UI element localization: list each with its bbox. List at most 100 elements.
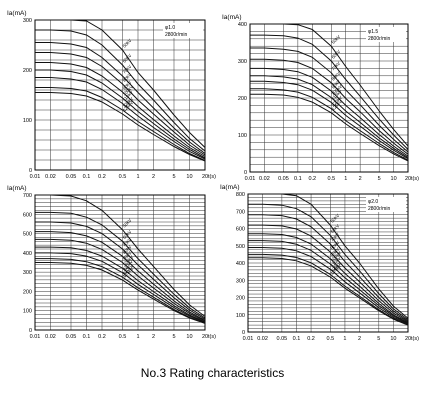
x-tick-label: 10 (186, 174, 192, 180)
y-tick-label: 400 (236, 261, 245, 267)
x-tick-label: 0.02 (45, 174, 56, 180)
y-tick-label: 100 (238, 133, 247, 139)
series-line-110kV (250, 80, 409, 160)
series-label-80kV: 80kV (330, 71, 341, 82)
x-tick-label: 5 (378, 176, 381, 182)
series-line-120kV (250, 88, 409, 161)
series-line-60kV (248, 203, 409, 321)
series-line-120kV (248, 253, 409, 326)
series-label-80kV: 80kV (122, 244, 133, 255)
series-line-110kV (35, 252, 206, 323)
x-tick-label: 0.05 (66, 174, 77, 180)
series-line-110kV (248, 247, 409, 325)
y-tick-label: 600 (23, 212, 32, 218)
series-line-50kV (35, 19, 206, 148)
y-tick-label: 300 (23, 270, 32, 276)
legend-box (366, 27, 406, 42)
chart-panel-4: 0 100 200 300 400 500 600 700 800 0.01 0.02 0.05 0.1… (220, 184, 419, 342)
series-label-90kV: 90kV (122, 80, 133, 91)
x-tick-label: 0.01 (30, 174, 41, 180)
x-tick-label: 10 (391, 176, 397, 182)
x-tick-label: 20 (405, 336, 411, 342)
x-tick-label: 1 (136, 174, 139, 180)
x-tick-label: 0.02 (259, 176, 270, 182)
x-tick-label: 0.2 (308, 176, 316, 182)
legend-focus-label: φ2.0 (368, 199, 378, 205)
x-tick-label: 2 (152, 174, 155, 180)
series-line-100kV (248, 240, 409, 324)
x-tick-label: 20 (202, 174, 208, 180)
series-line-100kV (35, 246, 206, 323)
series-line-90kV (248, 233, 409, 324)
series-label-70kV: 70kV (330, 61, 341, 72)
series-label-70kV: 70kV (122, 237, 133, 248)
series-line-80kV (35, 52, 206, 156)
legend-speed-label: 2800r/min (368, 36, 390, 42)
series-line-70kV (248, 214, 409, 322)
series-line-60kV (35, 211, 206, 319)
series-line-80kV (248, 224, 409, 323)
x-tick-label: 2 (358, 336, 361, 342)
chart-panel-2: 0 100 200 300 400 0.01 0.02 0.05 0.1 0.2 0.5 1 2 5 10 2… (222, 14, 419, 182)
y-axis-label: Ia(mA) (220, 184, 240, 191)
legend-speed-label: 2800r/min (368, 206, 390, 212)
x-tick-label: 0.1 (293, 336, 301, 342)
series-line-80kV (35, 231, 206, 321)
series-line-90kV (35, 238, 206, 322)
plot-frame (247, 193, 409, 333)
series-label-90kV: 90kV (330, 247, 341, 258)
series-line-110kV (35, 77, 206, 160)
series-line-60kV (250, 34, 409, 150)
series-label-50kV: 50kV (122, 38, 133, 49)
series-label-70kV: 70kV (330, 232, 341, 243)
legend-focus-label: φ1.0 (165, 25, 175, 31)
series-label-70kV: 70kV (122, 64, 133, 75)
x-axis-unit: t(s) (411, 176, 419, 182)
series-line-50kV (248, 193, 409, 319)
y-tick-label: 200 (238, 96, 247, 102)
series-line-120kV (35, 258, 206, 324)
x-tick-label: 20 (405, 176, 411, 182)
series-line-60kV (35, 29, 206, 152)
series-label-60kV: 60kV (330, 223, 341, 234)
chart-panel-1: 0 100 200 300 0.01 0.02 0.05 0.1 0.2 0.5 1 2 5 10 20 Ia… (7, 10, 216, 180)
x-tick-label: 10 (186, 334, 192, 340)
x-axis-unit: t(s) (208, 174, 216, 180)
x-tick-label: 0.01 (245, 176, 256, 182)
plot-frame (249, 23, 409, 173)
y-tick-label: 200 (23, 68, 32, 74)
x-tick-label: 0.2 (307, 336, 315, 342)
x-tick-label: 1 (344, 176, 347, 182)
y-axis-label: Ia(mA) (7, 185, 27, 192)
series-line-50kV (35, 194, 206, 317)
series-line-70kV (35, 221, 206, 320)
plot-frame (34, 19, 206, 171)
y-tick-label: 500 (23, 232, 32, 238)
y-tick-label: 400 (238, 22, 247, 28)
series-label-60kV: 60kV (122, 229, 133, 240)
legend-speed-label: 2800r/min (165, 32, 187, 38)
y-tick-label: 800 (236, 192, 245, 198)
x-tick-label: 0.5 (327, 336, 335, 342)
x-tick-label: 0.5 (119, 334, 127, 340)
x-tick-label: 1 (343, 336, 346, 342)
x-tick-label: 0.02 (257, 336, 268, 342)
x-tick-label: 0.2 (98, 174, 106, 180)
x-tick-label: 5 (172, 334, 175, 340)
series-line-50kV (250, 23, 409, 147)
y-tick-label: 0 (242, 330, 245, 336)
series-line-90kV (250, 67, 409, 157)
x-tick-label: 5 (172, 174, 175, 180)
x-tick-label: 0.05 (277, 336, 288, 342)
x-tick-label: 0.05 (278, 176, 289, 182)
y-tick-label: 600 (236, 227, 245, 233)
y-tick-label: 0 (29, 328, 32, 334)
x-tick-label: 0.02 (45, 334, 56, 340)
y-tick-label: 700 (23, 193, 32, 199)
y-tick-label: 300 (23, 18, 32, 24)
y-axis-label: Ia(mA) (7, 10, 27, 17)
legend-box (163, 23, 203, 38)
y-tick-label: 100 (23, 118, 32, 124)
series-line-70kV (250, 47, 409, 153)
